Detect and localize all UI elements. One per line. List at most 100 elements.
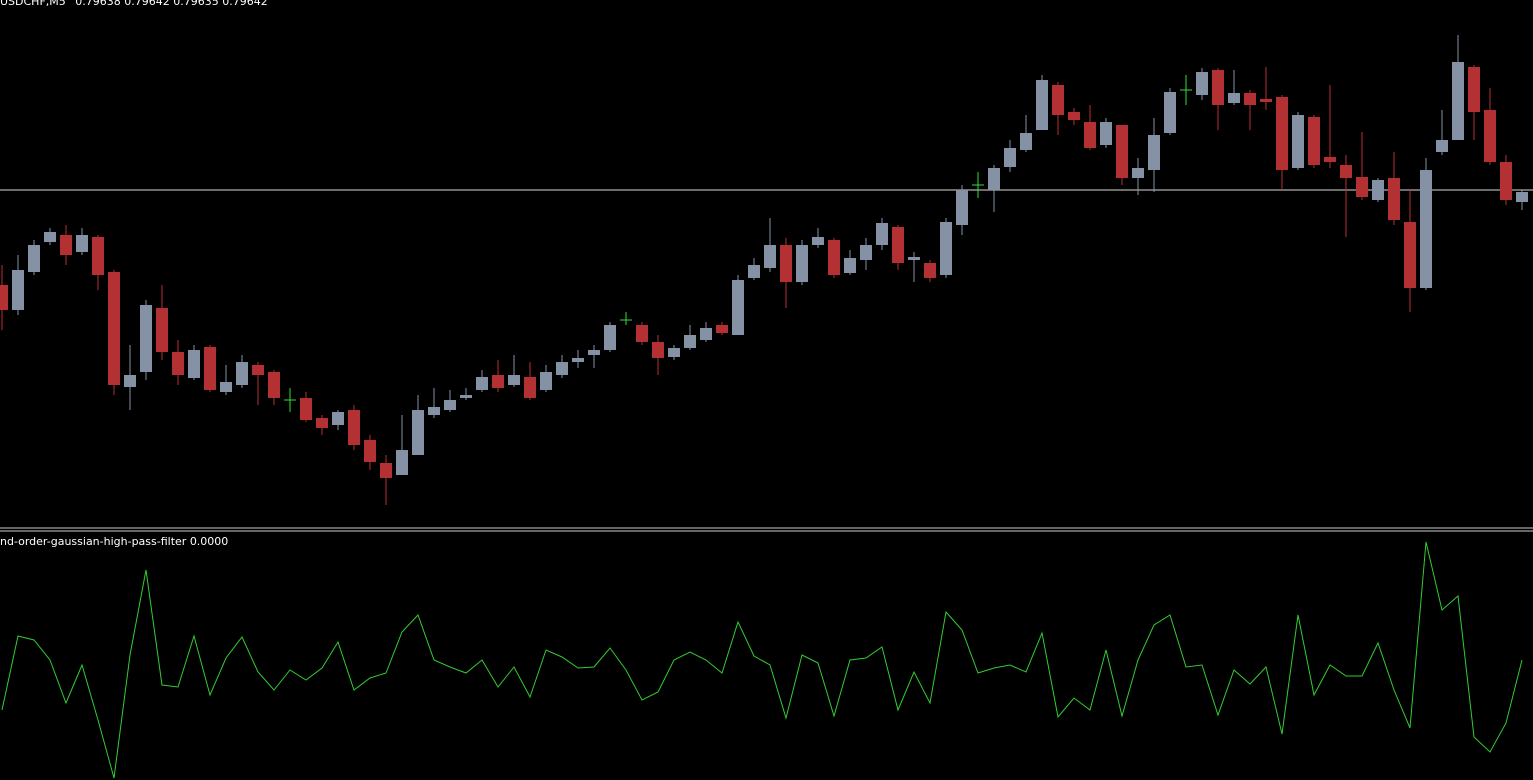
candle-body: [1164, 92, 1176, 133]
candle-body: [108, 272, 120, 385]
candle-body: [540, 372, 552, 390]
candle-body: [1020, 133, 1032, 150]
header-close: 0.79642: [222, 0, 268, 8]
candle-body: [140, 305, 152, 372]
candle-body: [1116, 125, 1128, 178]
candle-body: [1196, 72, 1208, 95]
candle-body: [220, 382, 232, 392]
candle-body: [892, 227, 904, 263]
candle-body: [524, 377, 536, 398]
candle-body: [812, 237, 824, 245]
candle-body: [604, 325, 616, 350]
candle-body: [1308, 117, 1320, 165]
candle-body: [1052, 85, 1064, 115]
candle-body: [1500, 162, 1512, 200]
candle-body: [0, 285, 8, 310]
candle-body: [44, 232, 56, 242]
candle-body: [1468, 67, 1480, 112]
candle-body: [860, 245, 872, 260]
candle-body: [252, 365, 264, 375]
candle-body: [636, 325, 648, 342]
candle-body: [908, 257, 920, 260]
candle-body: [412, 410, 424, 455]
candle-body: [716, 325, 728, 333]
candle-body: [1420, 170, 1432, 288]
candle-body: [1356, 177, 1368, 197]
candle-body: [364, 440, 376, 462]
candle-body: [924, 263, 936, 278]
candle-body: [268, 372, 280, 398]
candle-body: [1276, 97, 1288, 170]
candle-body: [876, 223, 888, 245]
candle-body: [12, 270, 24, 310]
candle-body: [300, 398, 312, 420]
candle-body: [508, 375, 520, 385]
candle-body: [732, 280, 744, 335]
candle-body: [92, 237, 104, 275]
candle-body: [460, 395, 472, 398]
candle-body: [1100, 122, 1112, 145]
candle-body: [1324, 157, 1336, 162]
candle-body: [124, 375, 136, 387]
candle-body: [1388, 178, 1400, 220]
candle-body: [380, 463, 392, 478]
candle-body: [156, 308, 168, 352]
candle-body: [1084, 122, 1096, 148]
candle-body: [988, 168, 1000, 190]
candle-body: [1228, 93, 1240, 103]
candle-body: [1452, 62, 1464, 140]
candle-body: [588, 350, 600, 355]
candle-body: [1340, 165, 1352, 178]
candle-body: [1372, 180, 1384, 200]
candle-body: [1516, 192, 1528, 202]
candle-body: [1068, 112, 1080, 120]
candle-body: [1404, 222, 1416, 288]
candle-body: [668, 348, 680, 357]
candle-body: [492, 375, 504, 388]
symbol: USDCHF,M5: [0, 0, 66, 8]
candle-body: [828, 240, 840, 275]
candle-body: [316, 418, 328, 428]
candle-body: [348, 410, 360, 445]
candle-body: [172, 352, 184, 375]
candle-body: [764, 245, 776, 268]
candle-body: [332, 412, 344, 425]
candle-body: [1244, 93, 1256, 105]
candle-body: [236, 362, 248, 385]
indicator-line: [1, 541, 1523, 779]
candle-body: [748, 265, 760, 278]
candle-body: [956, 190, 968, 225]
candle-body: [780, 245, 792, 282]
candle-body: [396, 450, 408, 475]
candle-body: [940, 222, 952, 275]
candle-body: [1260, 99, 1272, 102]
indicator-name: nd-order-gaussian-high-pass-filter: [0, 535, 187, 548]
candle-body: [700, 328, 712, 340]
candle-body: [28, 245, 40, 272]
candle-body: [60, 235, 72, 255]
header-open: 0.79638: [75, 0, 121, 8]
header-low: 0.79635: [173, 0, 219, 8]
candle-body: [572, 358, 584, 362]
candle-body: [428, 407, 440, 415]
candle-body: [1212, 70, 1224, 105]
candle-body: [1004, 148, 1016, 167]
candle-body: [652, 342, 664, 358]
candle-body: [1036, 80, 1048, 130]
candle-body: [684, 335, 696, 348]
indicator-value: 0.0000: [190, 535, 229, 548]
candle-body: [76, 235, 88, 252]
candle-body: [1148, 135, 1160, 170]
candle-body: [204, 347, 216, 390]
candle-body: [444, 400, 456, 410]
candle-body: [1292, 115, 1304, 168]
candle-body: [1484, 110, 1496, 162]
header: USDCHF,M5 0.79638 0.79642 0.79635 0.7964…: [0, 0, 268, 8]
candle-body: [476, 377, 488, 390]
candle-body: [796, 245, 808, 282]
candle-body: [188, 350, 200, 378]
candle-body: [844, 258, 856, 273]
candle-body: [1132, 168, 1144, 178]
indicator-label: nd-order-gaussian-high-pass-filter 0.000…: [0, 535, 228, 548]
